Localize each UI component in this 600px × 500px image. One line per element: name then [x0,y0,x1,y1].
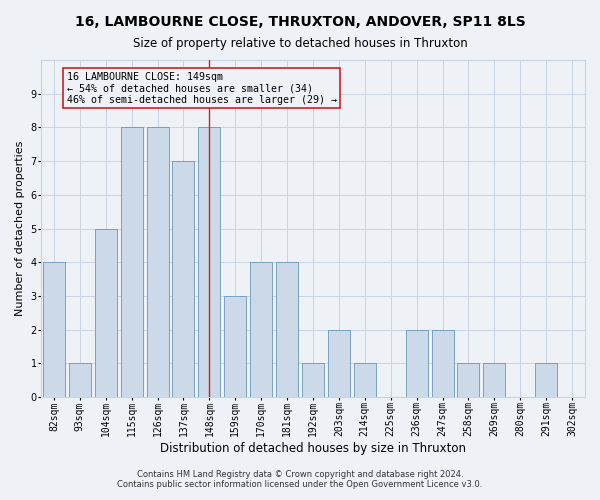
Bar [354,364,376,397]
Bar [224,296,246,397]
Bar [43,262,65,397]
Bar [172,161,194,397]
Text: 16 LAMBOURNE CLOSE: 149sqm
← 54% of detached houses are smaller (34)
46% of semi: 16 LAMBOURNE CLOSE: 149sqm ← 54% of deta… [67,72,337,105]
Bar [199,128,220,397]
Bar [406,330,428,397]
Y-axis label: Number of detached properties: Number of detached properties [15,141,25,316]
Text: Contains HM Land Registry data © Crown copyright and database right 2024.
Contai: Contains HM Land Registry data © Crown c… [118,470,482,489]
Bar [328,330,350,397]
Bar [250,262,272,397]
Bar [276,262,298,397]
X-axis label: Distribution of detached houses by size in Thruxton: Distribution of detached houses by size … [160,442,466,455]
Text: Size of property relative to detached houses in Thruxton: Size of property relative to detached ho… [133,38,467,51]
Bar [95,228,117,397]
Bar [484,364,505,397]
Bar [302,364,324,397]
Bar [431,330,454,397]
Bar [146,128,169,397]
Bar [121,128,143,397]
Bar [69,364,91,397]
Text: 16, LAMBOURNE CLOSE, THRUXTON, ANDOVER, SP11 8LS: 16, LAMBOURNE CLOSE, THRUXTON, ANDOVER, … [74,15,526,29]
Bar [535,364,557,397]
Bar [457,364,479,397]
